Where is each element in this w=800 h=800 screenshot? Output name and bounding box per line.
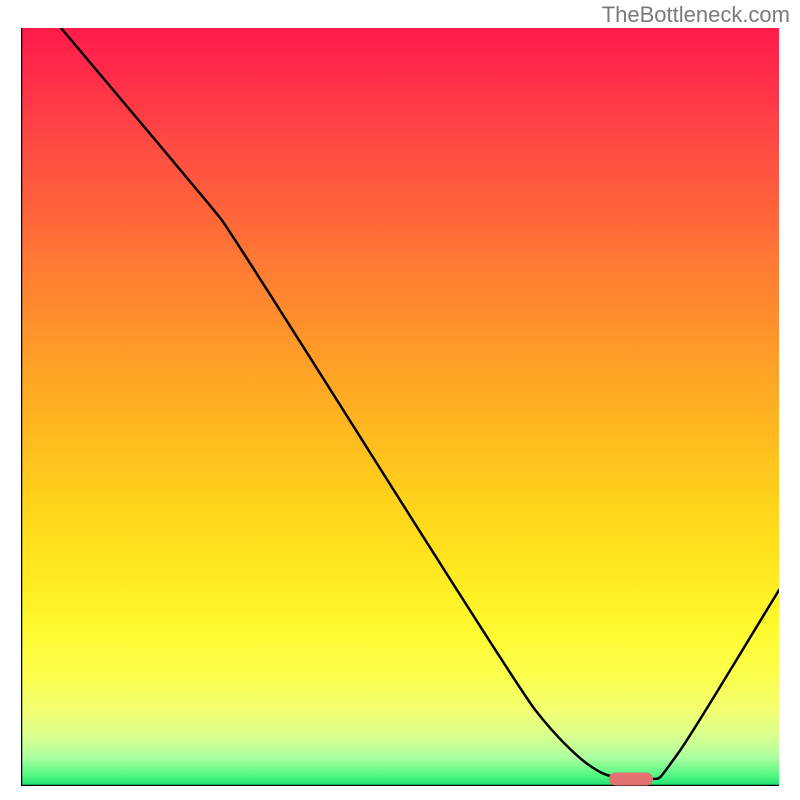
chart-svg: [21, 28, 779, 786]
watermark-text: TheBottleneck.com: [602, 2, 790, 28]
optimal-marker: [609, 773, 653, 786]
bottleneck-chart: [21, 28, 779, 786]
gradient-background: [21, 28, 779, 786]
